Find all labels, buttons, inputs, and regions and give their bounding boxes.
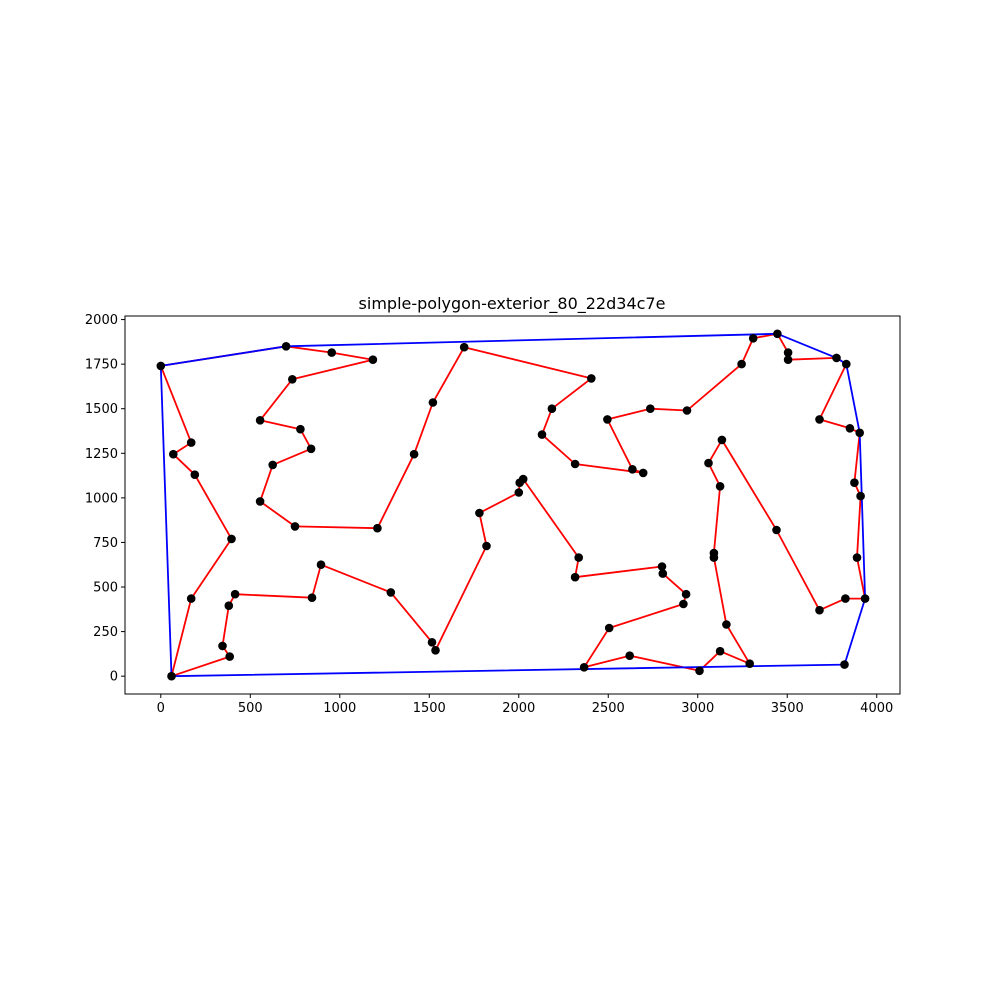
vertex-point [428,638,437,647]
vertex-point [157,362,166,371]
vertex-point [832,354,841,363]
vertex-point [861,594,870,603]
vertex-point [307,445,316,454]
vertex-point [704,459,713,468]
x-tick-label: 4000 [860,701,893,716]
x-tick-label: 500 [238,701,263,716]
x-tick-label: 1000 [323,701,356,716]
vertex-point [682,590,691,599]
y-tick-label: 1750 [85,358,118,373]
vertex-point [475,509,484,518]
chart-title: simple-polygon-exterior_80_22d34c7e [359,294,666,314]
vertex-point [853,553,862,562]
y-tick-label: 1500 [85,402,118,417]
vertex-point [460,343,469,352]
vertex-point [429,398,438,407]
vertex-point [519,475,528,484]
vertex-point [772,526,781,535]
x-tick-label: 2500 [592,701,625,716]
vertex-point [855,429,864,438]
vertex-point [841,594,850,603]
vertex-point [571,573,580,582]
vertex-point [231,590,240,599]
y-tick-label: 1000 [85,491,118,506]
x-tick-label: 2000 [502,701,535,716]
x-tick-label: 1500 [413,701,446,716]
vertex-point [288,375,297,384]
y-tick-label: 1250 [85,447,118,462]
x-tick-label: 0 [157,701,165,716]
y-tick-label: 750 [93,536,118,551]
vertex-point [574,553,583,562]
vertex-point [515,488,524,497]
y-tick-label: 0 [110,670,118,685]
y-tick-label: 2000 [85,313,118,328]
vertex-point [815,606,824,615]
vertex-point [840,660,849,669]
x-tick-label: 3500 [771,701,804,716]
vertex-point [225,652,234,661]
vertex-point [659,569,668,578]
vertex-point [410,450,419,459]
vertex-point [846,424,855,433]
vertex-point [737,360,746,369]
vertex-point [538,430,547,439]
vertex-point [373,524,382,533]
y-tick-label: 250 [93,625,118,640]
vertex-point [695,667,704,676]
vertex-point [308,593,317,602]
vertex-point [749,334,758,343]
vertex-point [587,374,596,383]
vertex-point [639,469,648,478]
vertex-point [317,560,326,569]
vertex-point [646,404,655,413]
vertex-point [296,425,305,434]
vertex-point [218,642,227,651]
vertex-point [227,535,236,544]
vertex-point [187,594,196,603]
vertex-point [815,415,824,424]
vertex-point [225,601,234,610]
vertex-point [784,348,793,357]
vertex-point [571,460,580,469]
vertex-point [387,588,396,597]
y-tick-label: 500 [93,581,118,596]
vertex-point [580,663,589,672]
vertex-point [256,416,265,425]
vertex-point [191,470,200,479]
vertex-point [291,522,300,531]
vertex-point [625,651,634,660]
vertex-point [256,497,265,506]
vertex-point [282,342,291,351]
vertex-point [482,542,491,551]
vertex-point [745,659,754,668]
vertex-point [722,620,731,629]
vertex-point [716,647,725,656]
vertex-point [603,415,612,424]
vertex-point [169,450,178,459]
vertex-point [187,438,196,447]
vertex-point [369,355,378,364]
vertex-point [718,436,727,445]
vertex-point [683,406,692,415]
vertex-point [842,360,851,369]
vertex-point [605,624,614,633]
vertex-point [856,492,865,501]
vertex-point [628,465,637,474]
vertex-point [431,646,440,655]
vertex-point [167,672,176,681]
vertex-point [773,330,782,339]
vertex-point [716,482,725,491]
vertex-point [548,404,557,413]
vertex-point [327,348,336,357]
vertex-point [268,461,277,470]
x-tick-label: 3000 [681,701,714,716]
vertex-point [679,600,688,609]
vertex-point [850,478,859,487]
vertex-point [710,549,719,558]
